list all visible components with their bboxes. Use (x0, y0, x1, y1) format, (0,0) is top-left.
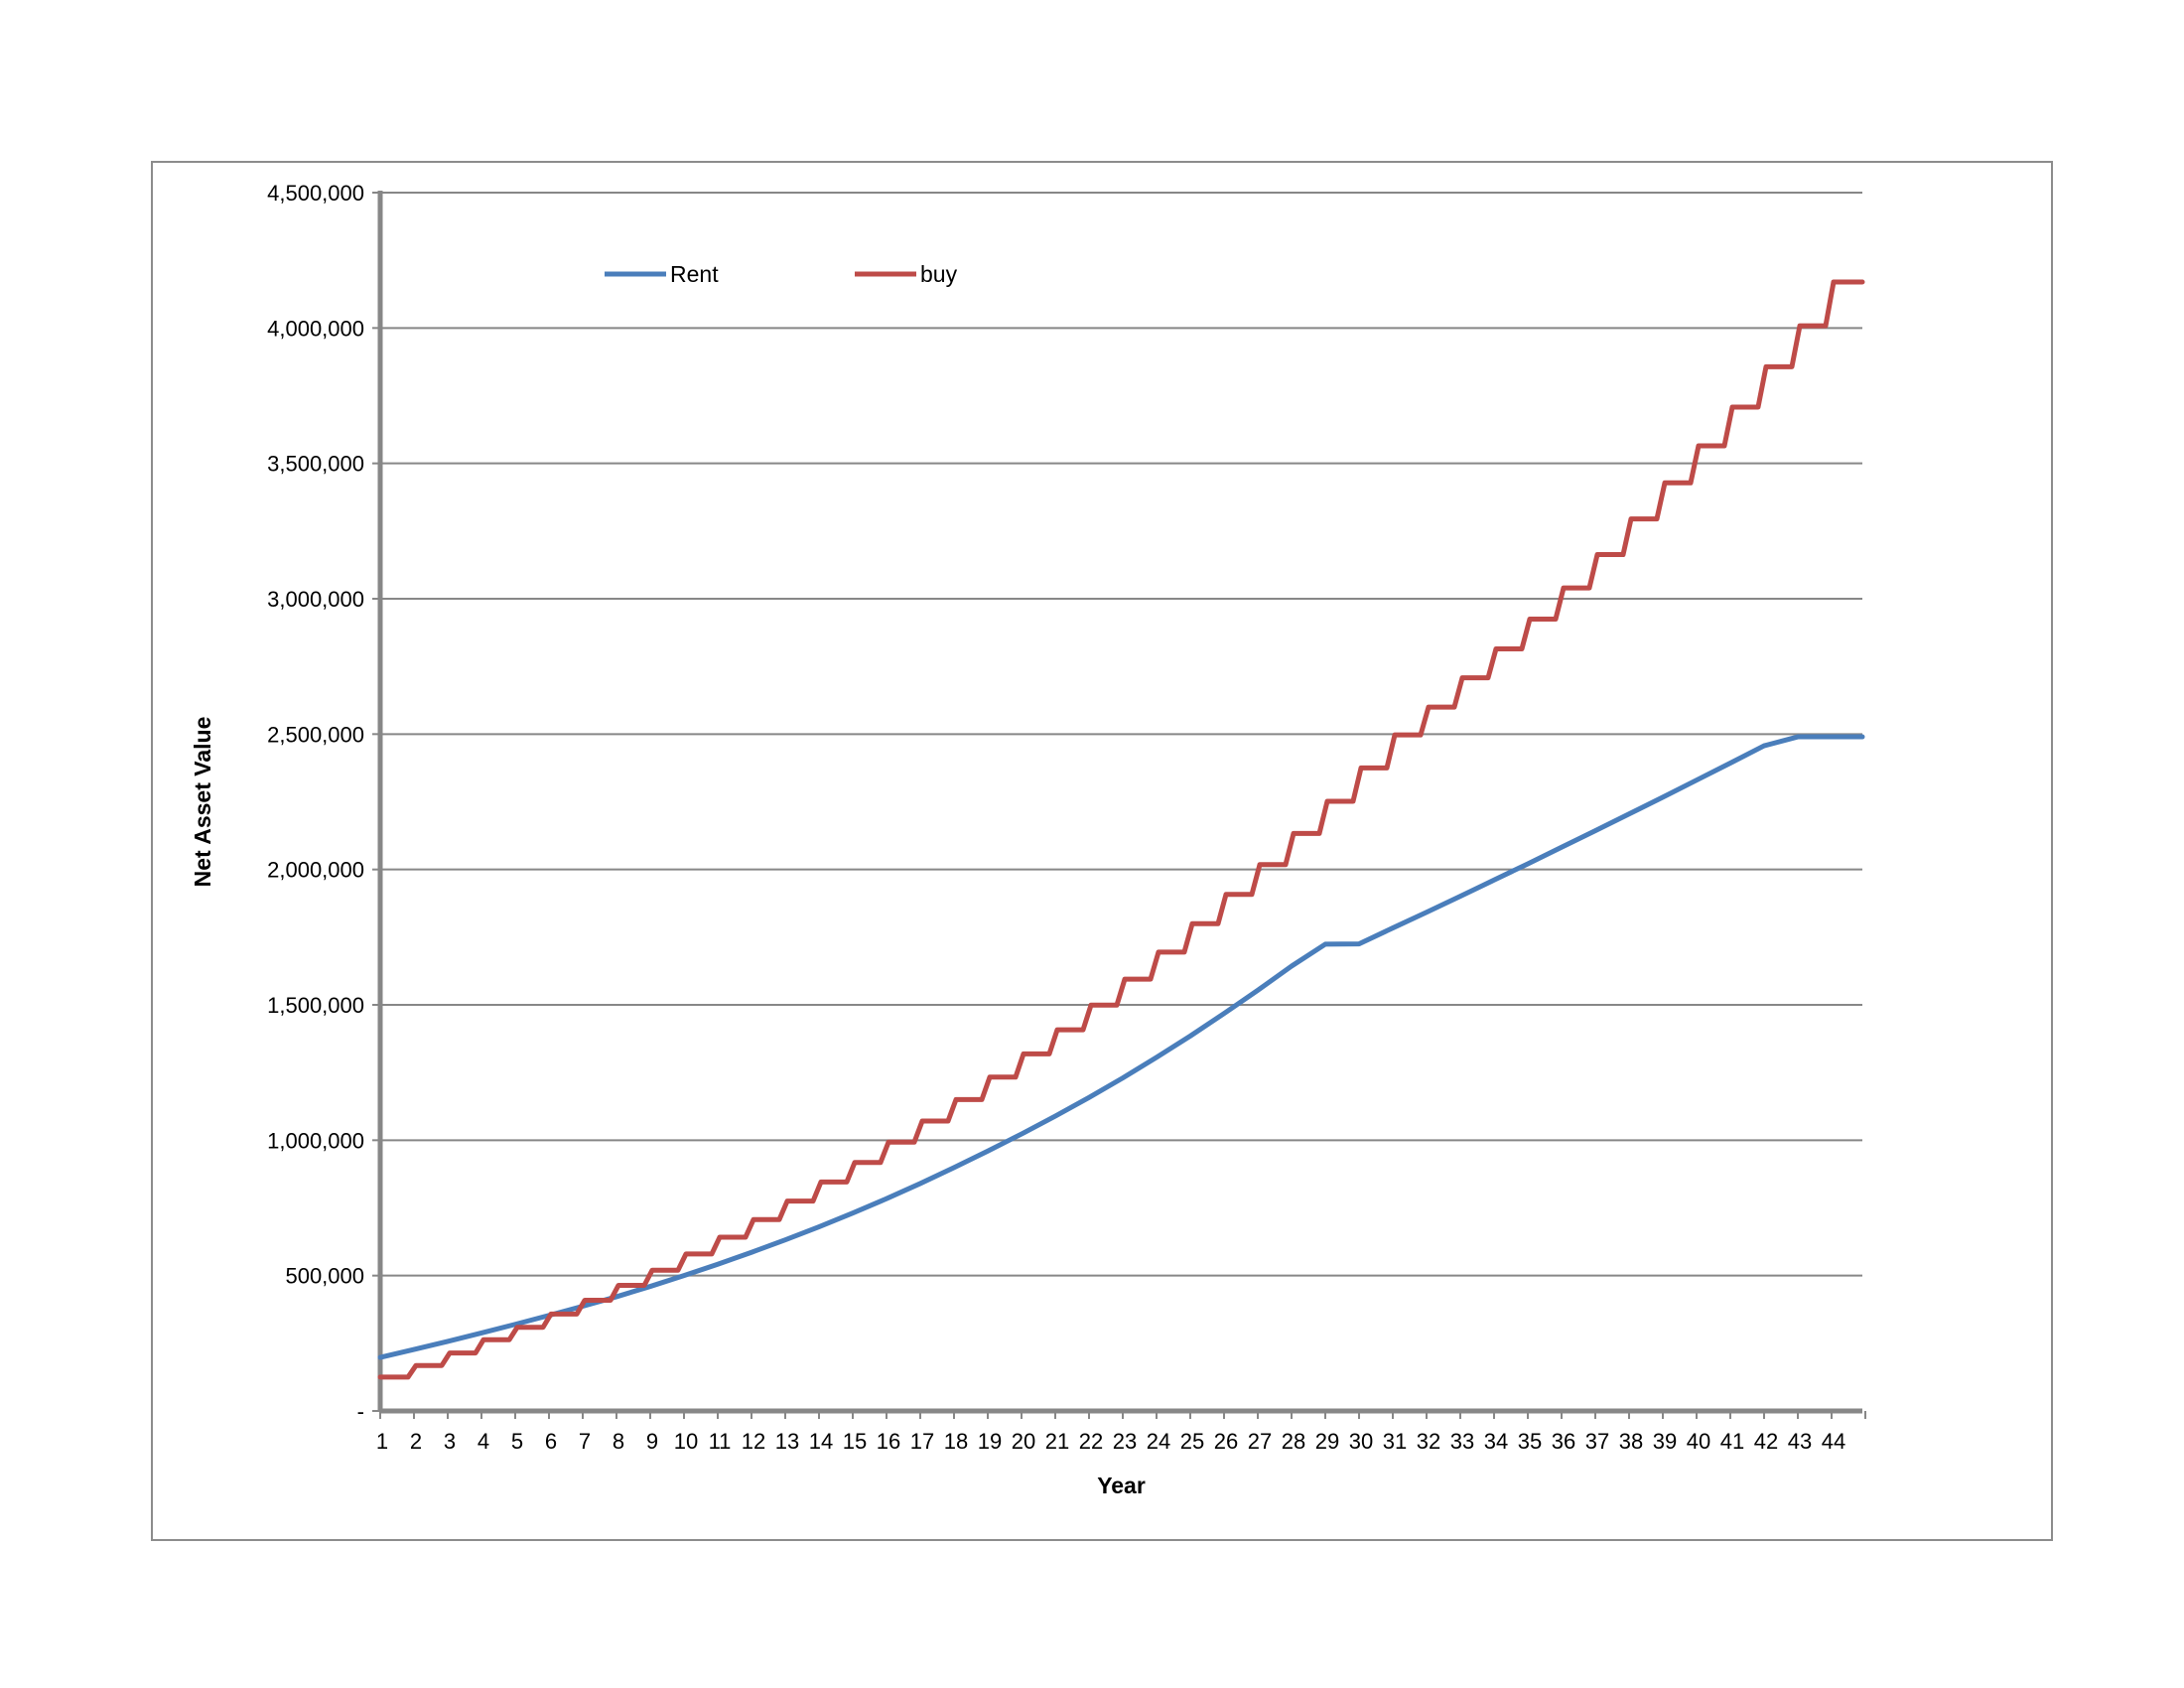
x-tick-label: 39 (1653, 1429, 1677, 1454)
x-tick-label: 41 (1720, 1429, 1744, 1454)
x-tick-label: 30 (1349, 1429, 1373, 1454)
x-tick-label: 2 (410, 1429, 422, 1454)
x-tick-label: 32 (1417, 1429, 1440, 1454)
legend-label-rent: Rent (670, 261, 719, 287)
x-tick-label: 21 (1045, 1429, 1069, 1454)
series-line-buy (377, 279, 1865, 1380)
y-tick-label: 2,000,000 (267, 858, 364, 883)
x-tick-label: 6 (545, 1429, 557, 1454)
x-tick-label: 11 (709, 1429, 732, 1454)
x-tick-label: 14 (809, 1429, 833, 1454)
x-tick-label: 28 (1282, 1429, 1305, 1454)
y-tick-label: 1,500,000 (267, 993, 364, 1018)
x-tick-label: 23 (1113, 1429, 1137, 1454)
x-tick-label: 12 (742, 1429, 765, 1454)
x-tick-label: 27 (1248, 1429, 1272, 1454)
x-tick-label: 3 (444, 1429, 456, 1454)
x-tick-label: 25 (1180, 1429, 1204, 1454)
x-tick-label: 40 (1687, 1429, 1710, 1454)
x-tick-label: 33 (1450, 1429, 1474, 1454)
x-tick-label: 36 (1552, 1429, 1575, 1454)
y-tick-labels: - 500,000 1,000,000 1,500,000 2,000,000 2,500… (267, 181, 364, 1424)
x-tick-label: 43 (1788, 1429, 1812, 1454)
x-tick-label: 17 (910, 1429, 934, 1454)
y-tick-label: 500,000 (285, 1264, 364, 1289)
chart-frame: - 500,000 1,000,000 1,500,000 2,000,000 2,500… (151, 161, 2053, 1541)
x-tick-label: 24 (1147, 1429, 1170, 1454)
x-tick-label: 16 (877, 1429, 900, 1454)
x-axis-title: Year (1097, 1473, 1146, 1498)
x-tick-label: 15 (843, 1429, 867, 1454)
y-axis-title: Net Asset Value (190, 717, 215, 888)
axes (372, 191, 1866, 1419)
x-tick-label: 19 (978, 1429, 1002, 1454)
legend: Rent buy (605, 261, 958, 287)
y-tick-label: 1,000,000 (267, 1128, 364, 1153)
series-line-rent (377, 734, 1865, 1360)
y-tick-label: - (357, 1399, 364, 1424)
x-tick-label: 38 (1619, 1429, 1643, 1454)
x-tick-label: 20 (1012, 1429, 1035, 1454)
x-tick-label: 13 (775, 1429, 799, 1454)
gridlines (380, 192, 1862, 1277)
line-chart: - 500,000 1,000,000 1,500,000 2,000,000 2,500… (190, 181, 1866, 1498)
x-tick-label: 26 (1214, 1429, 1238, 1454)
x-tick-labels: 1 2 3 4 5 6 7 8 9 10 11 12 13 14 15 16 17 18 19 20 21 22 23 24 2… (376, 1429, 1845, 1454)
x-tick-label: 42 (1754, 1429, 1778, 1454)
x-tick-label: 22 (1079, 1429, 1103, 1454)
x-tick-label: 1 (376, 1429, 388, 1454)
x-tick-label: 10 (674, 1429, 698, 1454)
x-tick-label: 18 (944, 1429, 968, 1454)
x-tick-label: 35 (1518, 1429, 1542, 1454)
x-tick-label: 37 (1585, 1429, 1609, 1454)
y-tick-label: 4,000,000 (267, 316, 364, 341)
x-tick-label: 44 (1822, 1429, 1845, 1454)
x-tick-label: 31 (1383, 1429, 1407, 1454)
x-tick-label: 9 (646, 1429, 658, 1454)
x-tick-label: 8 (613, 1429, 624, 1454)
series-lines (377, 279, 1865, 1380)
y-tick-label: 2,500,000 (267, 722, 364, 747)
y-tick-label: 3,500,000 (267, 452, 364, 477)
x-tick-label: 34 (1484, 1429, 1508, 1454)
y-tick-label: 4,500,000 (267, 181, 364, 206)
y-tick-label: 3,000,000 (267, 587, 364, 612)
x-tick-label: 5 (511, 1429, 523, 1454)
x-tick-label: 29 (1315, 1429, 1339, 1454)
x-tick-label: 4 (478, 1429, 489, 1454)
x-tick-label: 7 (579, 1429, 591, 1454)
legend-label-buy: buy (920, 261, 958, 287)
